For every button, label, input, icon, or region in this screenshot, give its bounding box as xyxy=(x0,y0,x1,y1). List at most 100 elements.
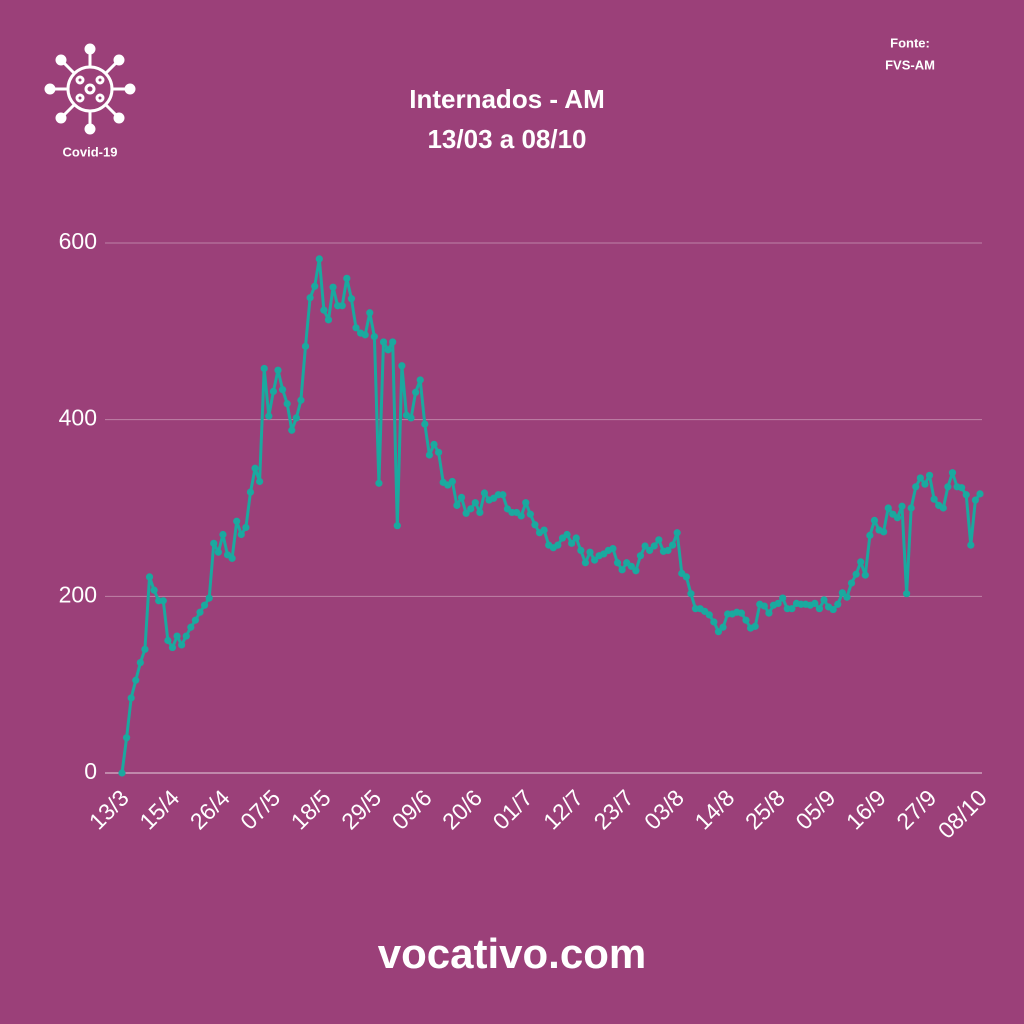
data-point xyxy=(393,522,401,530)
data-point xyxy=(898,502,906,510)
data-point xyxy=(118,769,126,777)
data-point xyxy=(866,531,874,539)
data-point xyxy=(581,559,590,567)
data-point xyxy=(655,536,663,544)
data-point xyxy=(297,396,305,404)
data-point xyxy=(136,658,144,667)
data-point xyxy=(870,516,879,524)
data-point xyxy=(301,342,310,350)
data-point xyxy=(416,376,424,384)
data-point xyxy=(843,593,851,601)
data-point xyxy=(976,490,984,498)
x-tick-label: 16/9 xyxy=(841,784,891,834)
data-point xyxy=(132,676,140,684)
x-tick-label: 07/5 xyxy=(235,784,285,834)
x-tick-label: 03/8 xyxy=(639,784,689,834)
data-point xyxy=(379,338,388,346)
data-point xyxy=(214,548,222,556)
source-name: FVS-AM xyxy=(885,57,935,72)
footer: vocativo.com xyxy=(378,930,646,977)
data-point xyxy=(636,552,645,560)
data-point xyxy=(434,448,443,456)
data-point xyxy=(811,599,819,608)
data-point xyxy=(448,477,456,486)
data-point xyxy=(457,493,466,501)
x-tick-label: 14/8 xyxy=(689,784,739,834)
x-tick-label: 18/5 xyxy=(286,784,336,834)
data-point xyxy=(233,517,241,525)
data-point xyxy=(251,464,259,472)
data-point xyxy=(925,471,934,479)
data-point xyxy=(389,338,397,346)
data-point xyxy=(902,590,911,598)
data-point xyxy=(182,632,190,640)
data-point xyxy=(710,618,718,626)
x-tick-label: 26/4 xyxy=(185,784,235,834)
data-point xyxy=(205,594,213,602)
data-point xyxy=(668,541,677,549)
data-point xyxy=(168,643,177,652)
data-point xyxy=(944,483,952,491)
data-point xyxy=(609,545,617,553)
data-point xyxy=(480,489,489,497)
y-tick-label: 400 xyxy=(59,405,97,431)
data-point xyxy=(242,523,250,532)
data-point xyxy=(347,295,356,303)
data-point xyxy=(246,488,255,496)
data-point xyxy=(343,274,351,282)
data-point xyxy=(815,605,824,613)
chart-title: Internados - AM xyxy=(409,84,604,114)
data-point xyxy=(760,602,768,610)
data-point xyxy=(311,282,319,290)
data-point xyxy=(884,504,892,512)
x-tick-label: 09/6 xyxy=(387,784,437,834)
data-point xyxy=(958,484,966,492)
data-point xyxy=(618,566,626,574)
data-point xyxy=(421,420,429,428)
data-point xyxy=(412,388,420,396)
data-point xyxy=(526,510,534,518)
data-point xyxy=(907,504,915,512)
data-point xyxy=(912,483,920,491)
data-point xyxy=(329,283,337,291)
data-point xyxy=(590,556,599,564)
data-point xyxy=(288,426,296,434)
data-point xyxy=(646,546,654,555)
data-point xyxy=(834,600,842,608)
data-point xyxy=(664,546,672,555)
data-point xyxy=(939,504,947,512)
data-point xyxy=(522,499,530,507)
data-point xyxy=(650,542,658,550)
data-point xyxy=(838,589,846,597)
data-point xyxy=(338,302,346,310)
data-point xyxy=(627,562,635,570)
data-point xyxy=(499,491,507,499)
data-point xyxy=(219,530,227,539)
data-point xyxy=(847,579,856,587)
data-point xyxy=(948,469,957,477)
data-point xyxy=(292,414,300,422)
data-point xyxy=(921,480,929,488)
data-point xyxy=(779,594,787,602)
x-tick-label: 05/9 xyxy=(790,784,840,834)
data-point xyxy=(352,324,360,332)
data-point xyxy=(320,306,328,314)
data-point xyxy=(751,622,759,630)
data-point xyxy=(453,501,461,509)
data-point xyxy=(366,309,374,317)
data-point xyxy=(687,590,695,598)
data-point xyxy=(145,573,154,581)
logo-label: Covid-19 xyxy=(63,144,118,159)
data-point xyxy=(278,386,287,394)
data-point xyxy=(682,573,690,581)
data-point xyxy=(430,440,438,448)
data-point xyxy=(370,333,378,341)
data-point xyxy=(971,496,980,504)
data-point xyxy=(572,534,580,542)
data-point xyxy=(641,542,649,550)
data-point xyxy=(765,609,773,617)
data-point xyxy=(916,474,924,482)
data-point xyxy=(742,616,750,624)
data-line xyxy=(120,257,982,774)
